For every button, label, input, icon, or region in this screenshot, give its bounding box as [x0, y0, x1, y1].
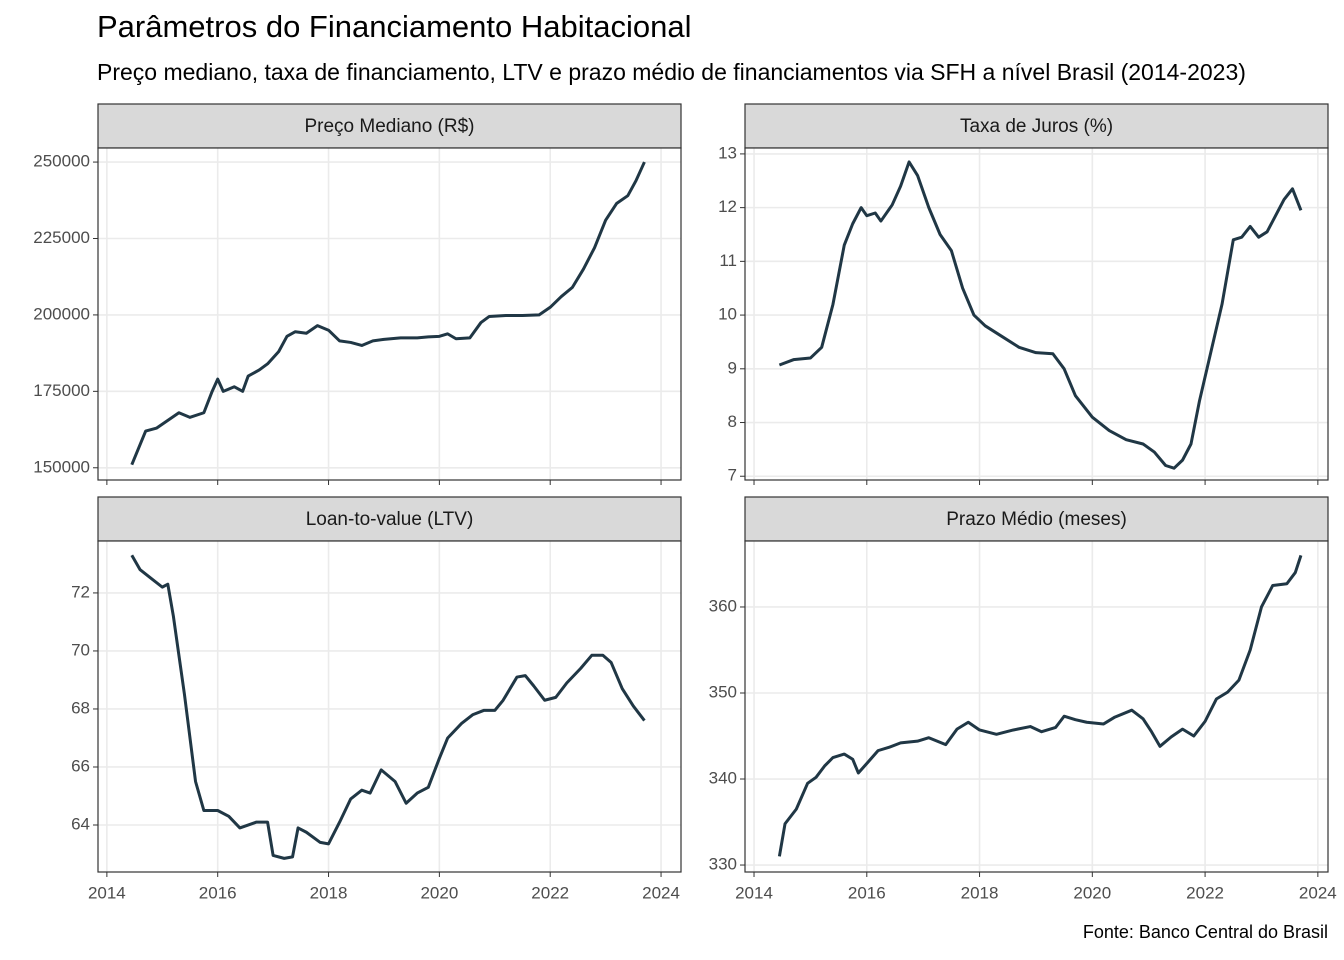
x-tick-label: 2016 [848, 883, 886, 902]
series-line [130, 161, 646, 466]
x-tick-label: 2020 [420, 883, 458, 902]
y-tick-label: 10 [718, 305, 737, 324]
x-tick-label: 2024 [642, 883, 680, 902]
y-tick-label: 11 [719, 251, 737, 270]
x-tick-label: 2024 [1299, 883, 1337, 902]
series-line [777, 554, 1303, 857]
strip [744, 496, 1329, 542]
y-tick-label: 250000 [33, 152, 90, 171]
strip [97, 103, 682, 149]
series-line [130, 554, 646, 860]
y-tick-label: 8 [728, 412, 737, 431]
y-tick-label: 200000 [33, 304, 90, 323]
y-tick-label: 175000 [33, 381, 90, 400]
x-tick-label: 2018 [310, 883, 348, 902]
panel-border [744, 147, 1329, 481]
y-tick-label: 330 [709, 855, 737, 874]
y-tick-label: 7 [728, 466, 737, 485]
y-tick-label: 12 [718, 197, 737, 216]
x-tick-label: 2014 [735, 883, 773, 902]
panel-title: Preço Mediano (R$) [304, 116, 474, 137]
series-line [778, 160, 1303, 470]
panel-border [97, 540, 682, 873]
panel-border [97, 147, 682, 481]
x-tick-label: 2022 [1186, 883, 1224, 902]
x-tick-label: 2014 [88, 883, 126, 902]
y-tick-label: 68 [71, 698, 90, 717]
y-tick-label: 13 [718, 143, 737, 162]
chart-subtitle: Preço mediano, taxa de financiamento, LT… [97, 59, 1246, 85]
panel [745, 148, 1328, 480]
y-tick-label: 9 [728, 358, 737, 377]
y-tick-label: 360 [709, 596, 737, 615]
panel-title: Prazo Médio (meses) [946, 509, 1127, 530]
chart-title: Parâmetros do Financiamento Habitacional [97, 9, 691, 44]
y-tick-label: 72 [71, 582, 90, 601]
x-tick-label: 2018 [961, 883, 999, 902]
y-tick-label: 64 [71, 814, 90, 833]
caption: Fonte: Banco Central do Brasil [1083, 922, 1328, 942]
strip [744, 103, 1329, 149]
y-tick-label: 350 [709, 682, 737, 701]
y-tick-label: 150000 [33, 457, 90, 476]
panel [745, 541, 1328, 872]
y-tick-label: 340 [709, 768, 737, 787]
x-tick-label: 2016 [199, 883, 237, 902]
strip [97, 496, 682, 542]
y-tick-label: 70 [71, 640, 90, 659]
panel [98, 541, 681, 872]
panel-title: Loan-to-value (LTV) [306, 509, 474, 530]
x-tick-label: 2020 [1073, 883, 1111, 902]
x-tick-label: 2022 [531, 883, 569, 902]
panel [98, 148, 681, 480]
panel-title: Taxa de Juros (%) [960, 116, 1113, 137]
y-tick-label: 66 [71, 756, 90, 775]
y-tick-label: 225000 [33, 228, 90, 247]
panel-border [744, 540, 1329, 873]
